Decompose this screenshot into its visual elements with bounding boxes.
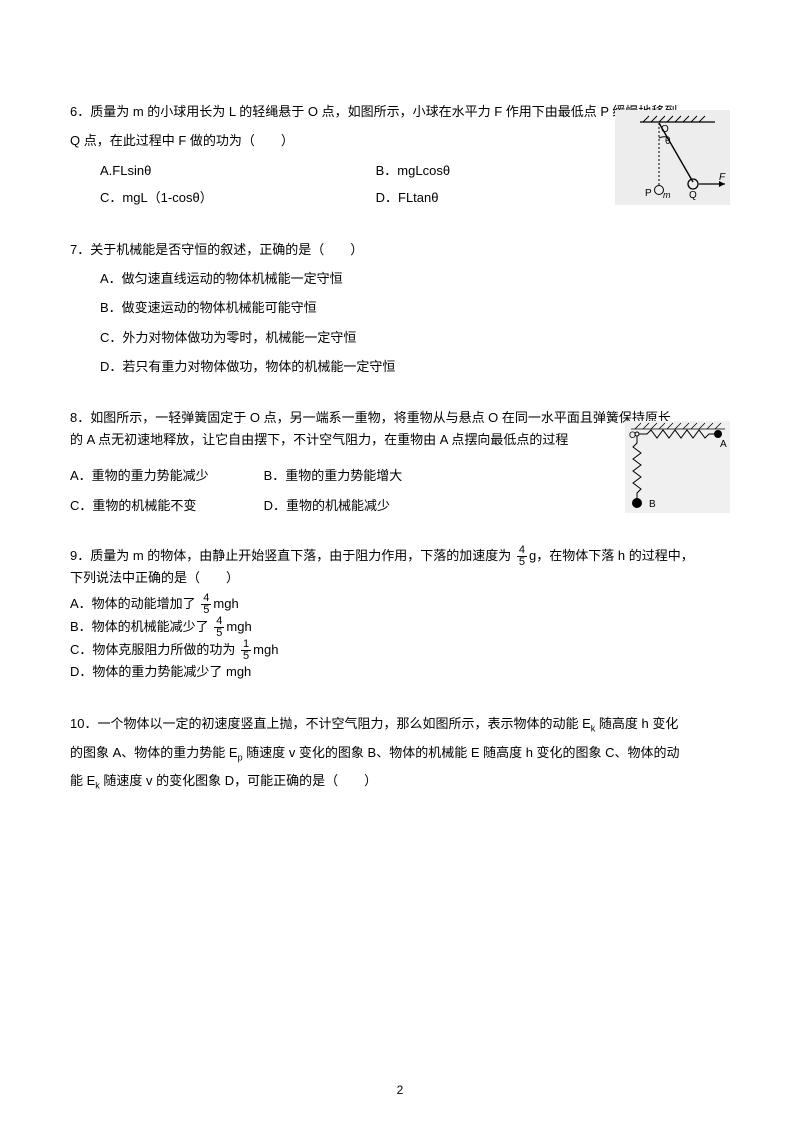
q10-line1: 10．一个物体以一定的初速度竖直上抛，不计空气阻力，那么如图所示，表示物体的动能… xyxy=(70,710,730,738)
q8-option-d: D．重物的机械能减少 xyxy=(264,498,390,513)
label-O: O xyxy=(661,124,669,135)
q7-option-d: D．若只有重力对物体做功，物体的机械能一定守恒 xyxy=(70,355,730,378)
q7-option-a: A．做匀速直线运动的物体机械能一定守恒 xyxy=(70,267,730,290)
question-10: 10．一个物体以一定的初速度竖直上抛，不计空气阻力，那么如图所示，表示物体的动能… xyxy=(70,710,730,795)
q6-option-c: C．mgL（1-cosθ） xyxy=(70,186,376,209)
q9-option-b: B．物体的机械能减少了 45mgh xyxy=(70,616,730,639)
fraction-4-5-a: 45 xyxy=(201,593,211,616)
q7-option-c: C．外力对物体做功为零时，机械能一定守恒 xyxy=(70,326,730,349)
fraction-4-5: 45 xyxy=(517,545,527,568)
figure-q8: O A B xyxy=(625,421,730,513)
q9-stem: 9．质量为 m 的物体，由静止开始竖直下落，由于阻力作用，下落的加速度为 45g… xyxy=(70,545,730,568)
q9-option-c: C．物体克服阻力所做的功为 15mgh xyxy=(70,639,730,662)
label-O8: O xyxy=(629,430,636,440)
q7-stem: 7．关于机械能是否守恒的叙述，正确的是（ ） xyxy=(70,238,730,261)
question-8: O A B 8．如图所示，一轻弹簧固定于 O 点，另一端系一重物，将重物从与悬点… xyxy=(70,407,730,517)
fraction-1-5: 15 xyxy=(241,639,251,662)
q8-option-a: A．重物的重力势能减少 xyxy=(70,465,260,487)
q9-option-d: D．物体的重力势能减少了 mgh xyxy=(70,662,730,683)
label-m: m xyxy=(663,190,671,200)
page-number: 2 xyxy=(0,1080,800,1102)
question-7: 7．关于机械能是否守恒的叙述，正确的是（ ） A．做匀速直线运动的物体机械能一定… xyxy=(70,238,730,379)
q10-line2: 的图象 A、物体的重力势能 Ep 随速度 v 变化的图象 B、物体的机械能 E … xyxy=(70,739,730,767)
q9-option-a: A．物体的动能增加了 45mgh xyxy=(70,593,730,616)
q7-option-b: B．做变速运动的物体机械能可能守恒 xyxy=(70,296,730,319)
fraction-4-5-b: 45 xyxy=(214,616,224,639)
q10-line3: 能 Ek 随速度 v 的变化图象 D，可能正确的是（ ） xyxy=(70,767,730,795)
figure-q6: O θ P m Q F xyxy=(615,110,730,205)
label-P: P xyxy=(645,188,652,199)
label-Q: Q xyxy=(689,190,697,201)
q9-stem-line2: 下列说法中正确的是（ ） xyxy=(70,568,730,589)
label-B8: B xyxy=(649,499,656,510)
q8-option-b: B．重物的重力势能增大 xyxy=(264,468,403,483)
label-theta: θ xyxy=(665,136,671,147)
label-A8: A xyxy=(720,439,727,450)
question-9: 9．质量为 m 的物体，由静止开始竖直下落，由于阻力作用，下落的加速度为 45g… xyxy=(70,545,730,683)
q6-option-a: A.FLsinθ xyxy=(70,159,376,182)
label-F: F xyxy=(719,172,726,183)
question-6: O θ P m Q F 6．质量为 m 的小球用长为 L 的轻绳悬于 O 点，如… xyxy=(70,100,730,210)
q8-option-c: C．重物的机械能不变 xyxy=(70,495,260,517)
